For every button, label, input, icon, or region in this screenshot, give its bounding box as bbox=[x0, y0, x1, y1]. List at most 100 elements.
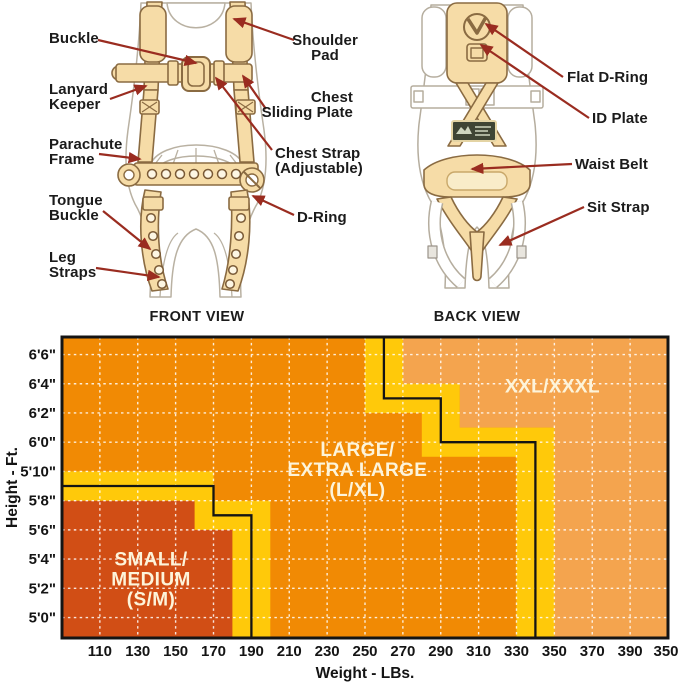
back-pad bbox=[446, 2, 508, 84]
callout-label-tongue-buckle: Tongue Buckle bbox=[49, 193, 103, 223]
chest-strap-keeper-left bbox=[167, 60, 179, 86]
y-tick-label: 5'0" bbox=[29, 610, 56, 627]
callout-label-line: Pad bbox=[311, 47, 339, 64]
x-tick-label: 190 bbox=[239, 643, 264, 660]
back-left-shoulder-pad bbox=[421, 6, 447, 78]
left-shoulder-pad bbox=[139, 5, 167, 63]
callout-arrow-layer bbox=[95, 17, 590, 282]
x-tick-label: 250 bbox=[352, 643, 377, 660]
callout-arrow-chest-strap-adjustable bbox=[214, 76, 273, 151]
leg-loop-buckle-left bbox=[427, 245, 438, 259]
y-tick-label: 6'6" bbox=[29, 347, 56, 364]
back-view-caption: BACK VIEW bbox=[433, 309, 521, 325]
belt-side-loop-left bbox=[413, 90, 424, 103]
callout-label-leg-straps: Leg Straps bbox=[49, 250, 96, 280]
back-label-badge bbox=[451, 120, 497, 142]
callout-arrow-shoulder-pad bbox=[232, 17, 295, 42]
callout-label-line: Sit Strap bbox=[587, 199, 650, 216]
x-tick-label: 210 bbox=[277, 643, 302, 660]
x-tick-label: 130 bbox=[125, 643, 150, 660]
callout-label-line: Chest Strap bbox=[275, 145, 361, 162]
callout-arrow-sit-strap bbox=[498, 205, 585, 247]
callout-label-line: Chest bbox=[310, 89, 353, 106]
right-shoulder-pad bbox=[225, 5, 253, 63]
side-d-ring-bar bbox=[243, 171, 261, 189]
callout-label-id-plate: ID Plate bbox=[592, 111, 648, 126]
y-tick-label: 5'8" bbox=[29, 493, 56, 510]
callout-arrow-id-plate bbox=[479, 44, 590, 119]
region-small-medium-s-m- bbox=[62, 500, 233, 638]
callout-label-line: Keeper bbox=[49, 96, 101, 113]
callout-label-line: ID Plate bbox=[592, 110, 648, 127]
x-tick-label: 330 bbox=[504, 643, 529, 660]
y-tick-label: 5'4" bbox=[29, 551, 56, 568]
y-tick-label: 6'2" bbox=[29, 405, 56, 422]
callout-label-line: Buckle bbox=[49, 30, 99, 47]
region-label: XXL/XXXL bbox=[505, 377, 600, 398]
x-tick-label: 350 bbox=[653, 643, 678, 660]
callout-label-waist-belt: Waist Belt bbox=[575, 157, 648, 172]
callout-arrow-chest-sliding-plate bbox=[241, 74, 267, 110]
x-tick-label: 290 bbox=[428, 643, 453, 660]
y-axis-title: Height - Ft. bbox=[4, 447, 21, 528]
callout-label-line: Parachute bbox=[49, 136, 123, 153]
callout-label-d-ring: D-Ring bbox=[297, 210, 347, 225]
sm-lxl-boundary bbox=[62, 484, 253, 638]
x-tick-label: 270 bbox=[390, 643, 415, 660]
lanyard-keeper-cross-lines bbox=[141, 101, 254, 113]
callout-label-lanyard-keeper: Lanyard Keeper bbox=[49, 82, 108, 112]
callout-arrow-waist-belt bbox=[470, 162, 573, 175]
callout-label-line: Leg bbox=[49, 249, 76, 266]
callout-label-chest-sliding-plate: Chest Sliding Plate bbox=[262, 90, 353, 120]
callout-label-line: D-Ring bbox=[297, 209, 347, 226]
callout-arrow-leg-straps bbox=[95, 266, 161, 282]
callout-label-parachute-frame: Parachute Frame bbox=[49, 137, 122, 167]
y-tick-label: 6'4" bbox=[29, 376, 56, 393]
front-view-caption: FRONT VIEW bbox=[149, 309, 245, 325]
belt-side-loop-right bbox=[530, 90, 541, 103]
x-axis-title: Weight - LBs. bbox=[316, 665, 415, 682]
plot-border bbox=[60, 335, 670, 640]
callout-label-line: Waist Belt bbox=[575, 156, 648, 173]
callout-arrow-buckle bbox=[97, 38, 198, 66]
front-lumbar-lines bbox=[151, 148, 241, 298]
waist-grommets bbox=[146, 168, 242, 180]
back-view-harness bbox=[410, 2, 544, 289]
back-right-shoulder-pad bbox=[507, 6, 533, 78]
waist-pad-inner bbox=[446, 171, 508, 191]
callout-arrow-flat-d-ring bbox=[484, 23, 564, 78]
sit-strap-part bbox=[436, 196, 518, 251]
sit-strap-tail bbox=[469, 231, 485, 282]
region-transition-band-upper bbox=[365, 337, 555, 638]
x-tick-label: 150 bbox=[163, 643, 188, 660]
callout-arrow-parachute-frame bbox=[98, 151, 142, 164]
x-tick-label: 350 bbox=[542, 643, 567, 660]
leg-loop-buckle-right bbox=[516, 245, 527, 259]
tongue-buckle-right bbox=[228, 196, 250, 211]
callout-label-line: Flat D-Ring bbox=[567, 69, 649, 86]
front-view-harness bbox=[111, 1, 267, 298]
region-label: LARGE/EXTRA LARGE (L/XL) bbox=[287, 440, 427, 501]
gridlines bbox=[62, 337, 668, 638]
flat-d-ring-strap bbox=[466, 16, 488, 35]
callout-label-line: Frame bbox=[49, 151, 95, 168]
callout-arrow-d-ring bbox=[251, 195, 295, 216]
size-chart: LARGE/EXTRA LARGE (L/XL) XXL/XXXL SMALL/MED… bbox=[4, 335, 679, 682]
callout-label-line: Lanyard bbox=[49, 81, 109, 98]
callout-label-chest-strap-adjustable: Chest Strap (Adjustable) bbox=[275, 146, 363, 176]
callout-label-flat-d-ring: Flat D-Ring bbox=[567, 70, 648, 85]
x-tick-label: 110 bbox=[88, 643, 112, 660]
callout-label-line: (Adjustable) bbox=[275, 160, 363, 177]
parachute-frame-hole bbox=[123, 169, 135, 181]
lxl-xxl-boundary bbox=[382, 337, 537, 638]
tongue-buckle-left bbox=[142, 196, 164, 211]
region-label: SMALL/MEDIUM (S/M) bbox=[111, 550, 190, 611]
callout-label-line: Straps bbox=[49, 264, 97, 281]
callout-label-line: Sliding Plate bbox=[261, 104, 353, 121]
x-tick-label: 370 bbox=[580, 643, 605, 660]
y-tick-label: 5'6" bbox=[29, 522, 56, 539]
callout-label-buckle: Buckle bbox=[49, 31, 99, 46]
x-tick-label: 230 bbox=[315, 643, 340, 660]
callout-arrow-lanyard-keeper bbox=[109, 84, 148, 101]
